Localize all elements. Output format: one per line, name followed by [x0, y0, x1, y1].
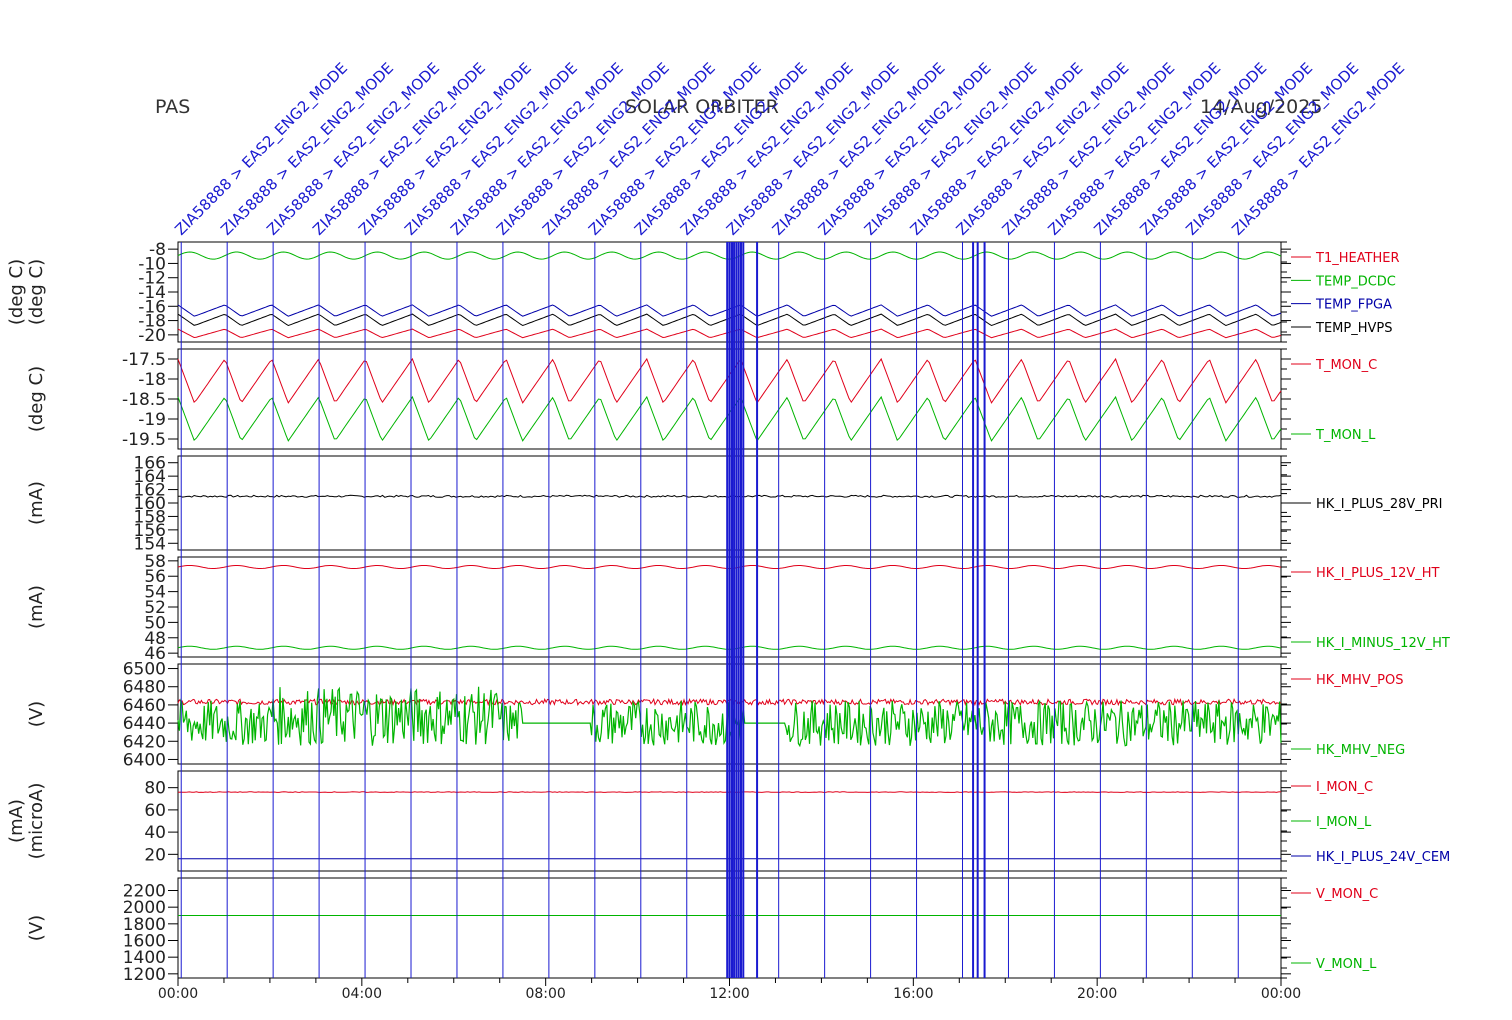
legend-label: TEMP_DCDC [1315, 274, 1396, 289]
y-tick-label: 58 [144, 552, 166, 572]
y-axis-label: (deg C) [26, 259, 47, 325]
y-tick-label: -18 [138, 312, 166, 332]
y-tick-label: 156 [134, 521, 166, 541]
y-tick-label: -10 [138, 254, 166, 274]
y-tick-label: -8 [149, 240, 166, 260]
y-tick-label: -16 [138, 297, 166, 317]
y-tick-label: 2200 [123, 882, 166, 902]
y-tick-label: 48 [144, 629, 166, 649]
legend-label: HK_MHV_NEG [1316, 743, 1405, 758]
y-tick-label: 6400 [123, 750, 166, 770]
y-tick-label: 1400 [123, 948, 166, 968]
header-left: PAS [155, 96, 191, 118]
y-tick-label: 54 [144, 583, 166, 603]
y-tick-label: -17.5 [122, 350, 166, 370]
legend-label: HK_I_MINUS_12V_HT [1316, 636, 1450, 651]
y-tick-label: 52 [144, 598, 166, 618]
y-tick-label: 166 [134, 454, 166, 474]
legend-label: I_MON_L [1316, 815, 1372, 830]
x-tick-label: 00:00 [158, 986, 198, 1002]
y-tick-label: 6420 [123, 732, 166, 752]
y-tick-label: 6440 [123, 714, 166, 734]
y-tick-label: 154 [134, 534, 166, 554]
header-center: SOLAR ORBITER [625, 96, 779, 118]
legend-label: T1_HEATHER [1315, 251, 1400, 266]
legend-label: HK_I_PLUS_24V_CEM [1316, 850, 1450, 865]
header-right: 14/Aug/2025 [1200, 96, 1323, 118]
y-tick-label: -12 [138, 269, 166, 289]
y-tick-label: 56 [144, 567, 166, 587]
y-axis-label: (microA) [26, 783, 47, 860]
legend-label: HK_MHV_POS [1316, 673, 1404, 688]
y-tick-label: -19 [138, 410, 166, 430]
x-tick-label: 00:00 [1261, 986, 1301, 1002]
y-tick-label: 6460 [123, 696, 166, 716]
legend-label: HK_I_PLUS_12V_HT [1316, 566, 1440, 581]
y-axis-label-2: (deg C) [6, 259, 27, 325]
y-tick-label: -14 [138, 283, 166, 303]
legend-label: T_MON_C [1315, 358, 1377, 373]
y-axis-label: (V) [26, 701, 47, 727]
y-axis-label: (V) [26, 915, 47, 941]
x-tick-label: 12:00 [709, 986, 749, 1002]
legend-label: V_MON_L [1316, 957, 1377, 972]
y-tick-label: 2000 [123, 898, 166, 918]
legend-label: TEMP_HVPS [1315, 321, 1392, 336]
legend-label: I_MON_C [1316, 780, 1373, 795]
y-tick-label: 160 [134, 494, 166, 514]
y-tick-label: 1600 [123, 932, 166, 952]
x-tick-label: 16:00 [893, 986, 933, 1002]
y-axis-label-2: (mA) [6, 799, 27, 843]
legend-label: HK_I_PLUS_28V_PRI [1316, 497, 1442, 512]
y-tick-label: 1800 [123, 915, 166, 935]
legend-label: T_MON_L [1315, 428, 1376, 443]
y-tick-label: -18.5 [122, 390, 166, 410]
y-tick-label: 60 [144, 801, 166, 821]
y-tick-label: 6480 [123, 678, 166, 698]
legend-label: V_MON_C [1316, 887, 1378, 902]
y-axis-label: (deg C) [26, 366, 47, 432]
y-tick-label: -20 [138, 326, 166, 346]
y-tick-label: 158 [134, 507, 166, 527]
y-tick-label: 162 [134, 481, 166, 501]
y-tick-label: 164 [134, 467, 166, 487]
legend-label: TEMP_FPGA [1315, 298, 1392, 313]
y-tick-label: 50 [144, 613, 166, 633]
y-tick-label: 20 [144, 845, 166, 865]
y-tick-label: 46 [144, 644, 166, 664]
y-axis-label: (mA) [26, 481, 47, 525]
y-tick-label: 80 [144, 779, 166, 799]
y-tick-label: 6500 [123, 660, 166, 680]
y-tick-label: 1200 [123, 965, 166, 985]
y-axis-label: (mA) [26, 585, 47, 629]
y-tick-label: 40 [144, 823, 166, 843]
x-tick-label: 04:00 [342, 986, 382, 1002]
x-tick-label: 08:00 [525, 986, 565, 1002]
x-tick-label: 20:00 [1077, 986, 1117, 1002]
y-tick-label: -18 [138, 370, 166, 390]
y-tick-label: -19.5 [122, 430, 166, 450]
